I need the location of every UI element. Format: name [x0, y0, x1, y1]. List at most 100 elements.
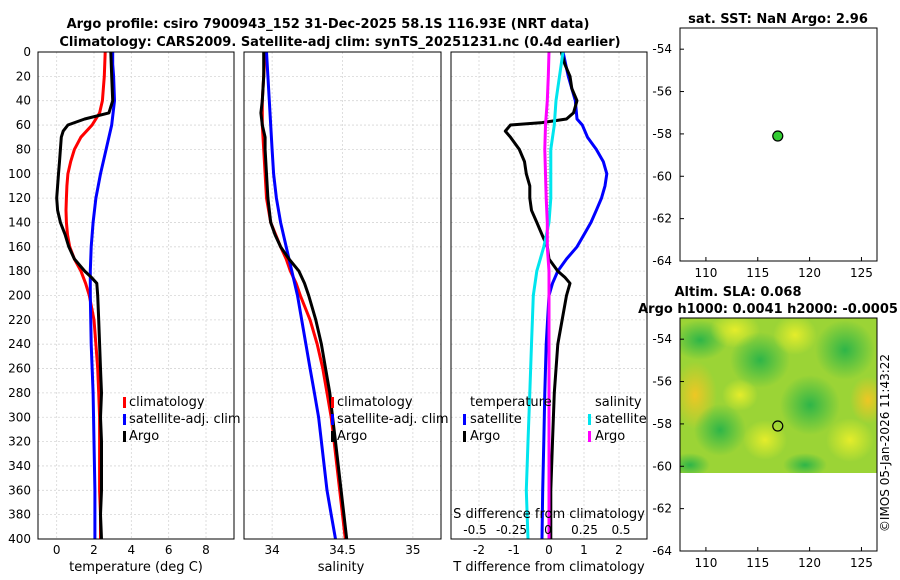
map-lat-label: -54: [652, 332, 672, 346]
depth-tick-label: 120: [8, 191, 31, 205]
s-difference-tick-label: -0.5: [463, 523, 486, 537]
legend-satellite-adj-clim: satellite-adj. clim: [337, 412, 449, 427]
imos-watermark: ©IMOS 05-Jan-2026 11:43:22: [878, 354, 892, 532]
salinity-xlabel: salinity: [318, 560, 365, 575]
x-tick-label: 2: [90, 543, 98, 557]
legend-climatology-swatch: [331, 397, 334, 408]
legend-s-argo-swatch: [588, 431, 591, 442]
legend-climatology: climatology: [337, 395, 413, 410]
legend-salinity-title: salinity: [595, 395, 642, 410]
depth-tick-label: 260: [8, 362, 31, 376]
map-lat-label: -56: [652, 85, 672, 99]
legend-satellite-swatch: [123, 414, 126, 425]
sst-map: sat. SST: NaN Argo: 2.96 -54 -56 -58 -60 -62…: [652, 12, 878, 280]
depth-tick-label: 400: [8, 532, 31, 546]
map-lat-label: -62: [652, 212, 672, 226]
legend-temperature-title: temperature: [470, 395, 552, 410]
series-temperature-argo: [503, 51, 579, 539]
temperature-xlabel: temperature (deg C): [69, 560, 203, 575]
map-lat-label: -54: [652, 42, 672, 56]
map-lat-label: -58: [652, 417, 672, 431]
series-argo: [55, 51, 115, 540]
difference-panel: -2 -1 0 1 2 -0.5 -0.25 0 0.25 0.5 T difference f…: [450, 51, 648, 575]
legend-t-satellite: satellite: [470, 412, 522, 427]
series-argo: [259, 52, 349, 540]
legend-satellite-swatch: [331, 414, 334, 425]
legend-argo-swatch: [123, 431, 126, 442]
map-lon-label: 110: [694, 556, 717, 570]
map-lat-label: -62: [652, 502, 672, 516]
map-lon-label: 125: [850, 556, 873, 570]
legend-s-satellite: satellite: [595, 412, 647, 427]
series-temperature-satellite: [540, 51, 609, 540]
legend-s-argo: Argo: [595, 429, 625, 444]
salinity-panel: 34 34.5 35 salinity climatology satellite-…: [243, 51, 449, 575]
legend-t-argo-swatch: [463, 431, 466, 442]
depth-tick-label: 100: [8, 167, 31, 181]
depth-tick-label: 180: [8, 264, 31, 278]
depth-tick-label: 380: [8, 508, 31, 522]
depth-tick-label: 200: [8, 289, 31, 303]
legend-argo-swatch: [331, 431, 334, 442]
sla-field: [680, 318, 877, 473]
map-lat-label: -56: [652, 375, 672, 389]
depth-tick-label: 160: [8, 240, 31, 254]
x-tick-label: 0: [545, 543, 553, 557]
depth-tick-label: 240: [8, 337, 31, 351]
depth-tick-label: 80: [16, 142, 31, 156]
map-lon-label: 110: [694, 266, 717, 280]
argo-position-marker: [772, 130, 784, 142]
s-difference-tick-label: 0.25: [571, 523, 598, 537]
sst-map-title: sat. SST: NaN Argo: 2.96: [688, 12, 868, 27]
x-tick-label: 1: [580, 543, 588, 557]
t-difference-xlabel: T difference from climatology: [452, 560, 645, 575]
x-tick-label: 34.5: [329, 543, 356, 557]
x-tick-label: -1: [508, 543, 520, 557]
depth-tick-label: 140: [8, 215, 31, 229]
x-tick-label: 4: [128, 543, 136, 557]
map-lon-label: 115: [746, 266, 769, 280]
map-lat-label: -64: [652, 544, 672, 558]
legend-argo: Argo: [129, 429, 159, 444]
x-tick-label: 34: [265, 543, 280, 557]
temperature-panel: 0204060801001201401601802002202402602803…: [8, 45, 241, 575]
series-salinity-argo: [543, 51, 551, 539]
x-tick-label: 35: [405, 543, 420, 557]
sst-map-frame: [679, 27, 878, 262]
x-tick-label: 2: [615, 543, 623, 557]
depth-tick-label: 300: [8, 410, 31, 424]
title-line-2: Climatology: CARS2009. Satellite-adj cli…: [59, 35, 620, 50]
legend-climatology: climatology: [129, 395, 205, 410]
s-difference-tick-label: 0.5: [611, 523, 630, 537]
map-lat-label: -64: [652, 254, 672, 268]
map-lon-label: 125: [850, 266, 873, 280]
map-lat-label: -60: [652, 169, 672, 183]
depth-tick-label: 60: [16, 118, 31, 132]
title-line-1: Argo profile: csiro 7900943_152 31-Dec-2…: [67, 17, 590, 32]
s-difference-tick-label: 0: [544, 523, 552, 537]
series-satellite-adj-clim: [265, 51, 337, 540]
temperature-legend: climatology satellite-adj. clim Argo: [123, 395, 241, 444]
x-tick-label: 0: [53, 543, 61, 557]
x-tick-label: 6: [165, 543, 173, 557]
map-lat-label: -60: [652, 459, 672, 473]
difference-axes-frame: [450, 51, 648, 540]
depth-tick-label: 360: [8, 483, 31, 497]
legend-satellite-adj-clim: satellite-adj. clim: [129, 412, 241, 427]
legend-t-satellite-swatch: [463, 414, 466, 425]
depth-tick-label: 280: [8, 386, 31, 400]
sla-map-title-1: Altim. SLA: 0.068: [675, 285, 802, 300]
x-tick-label: 8: [202, 543, 210, 557]
s-difference-xlabel: S difference from climatology: [453, 507, 645, 522]
salinity-legend: climatology satellite-adj. clim Argo: [331, 395, 449, 444]
series-satellite-adj-clim: [88, 52, 116, 539]
depth-tick-label: 0: [23, 45, 31, 59]
sla-map-title-2: Argo h1000: 0.0041 h2000: -0.0005: [638, 302, 898, 317]
depth-tick-label: 40: [16, 94, 31, 108]
depth-tick-label: 340: [8, 459, 31, 473]
legend-t-argo: Argo: [470, 429, 500, 444]
depth-tick-label: 320: [8, 435, 31, 449]
map-lat-label: -58: [652, 127, 672, 141]
salinity-axes-frame: [243, 51, 442, 540]
